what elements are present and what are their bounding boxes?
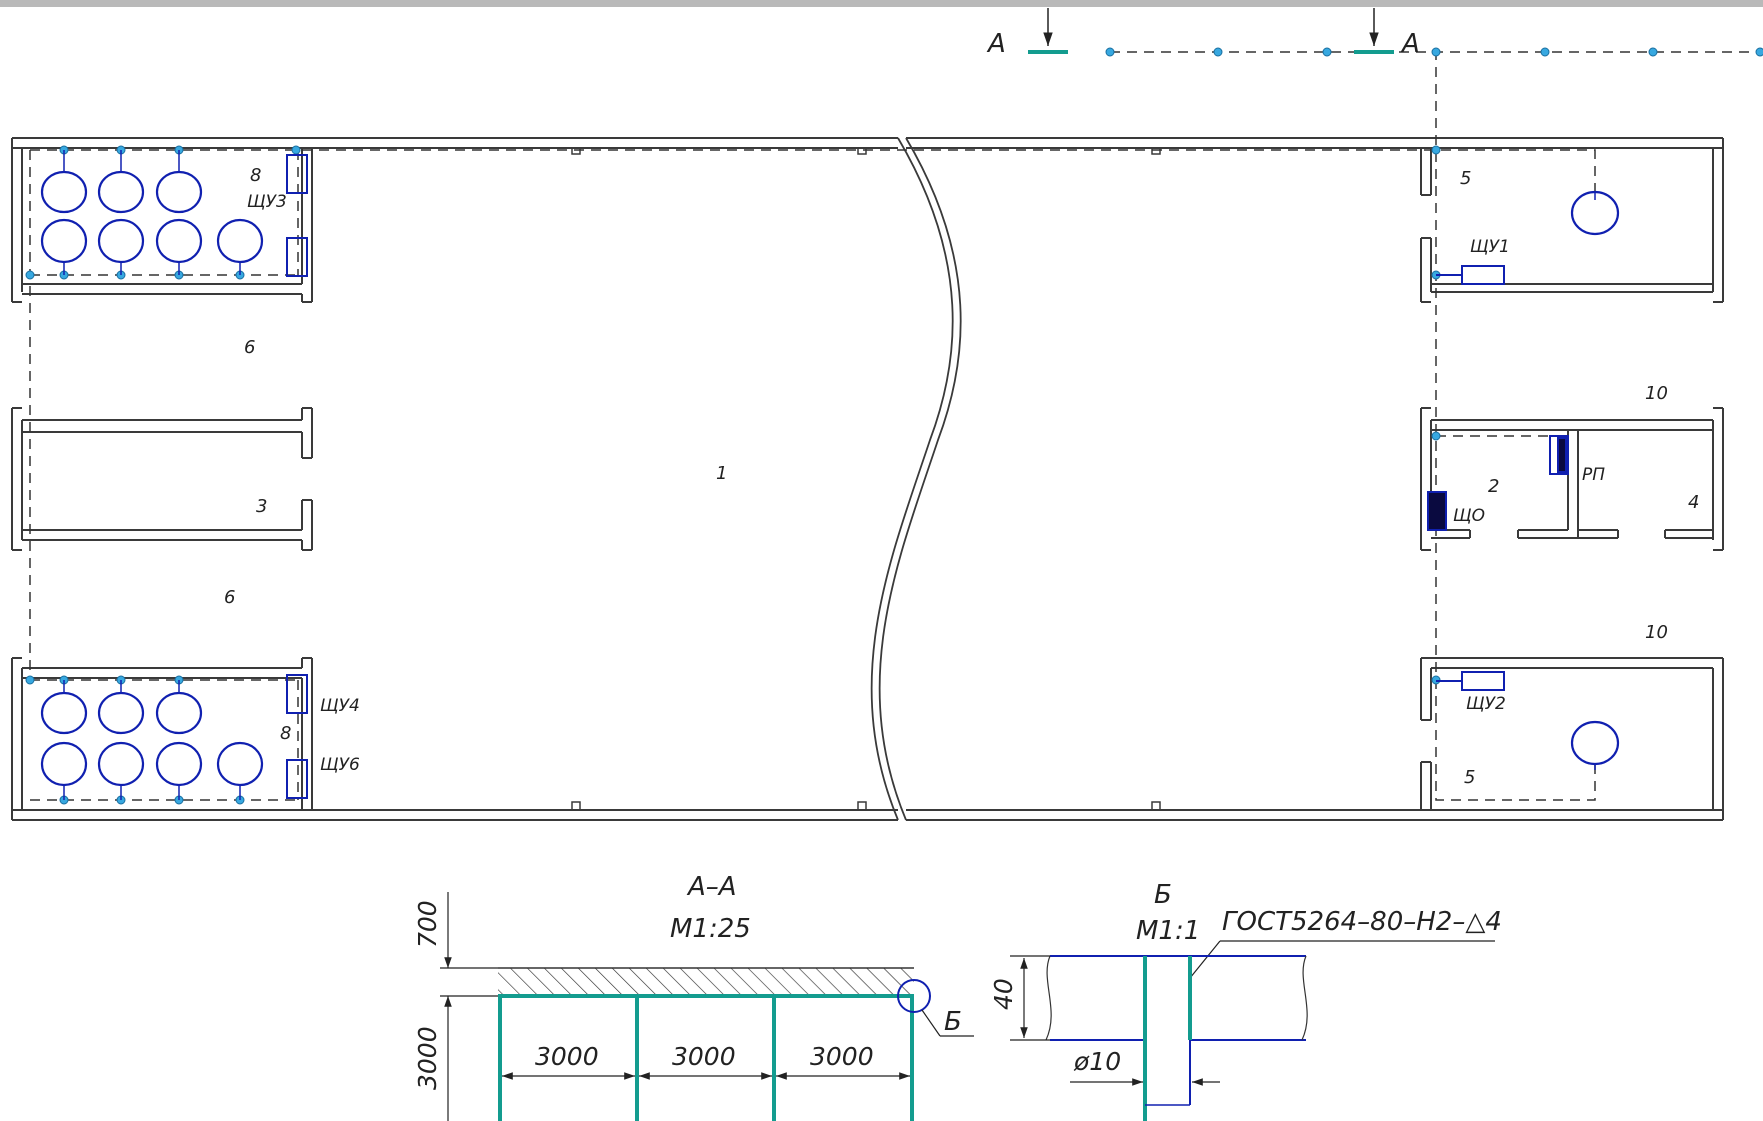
- building-walls: [11, 137, 1724, 821]
- right-room-walls: [1420, 148, 1713, 810]
- room-label-6-bottom: 6: [224, 587, 235, 608]
- panel-shu2: [1461, 671, 1505, 691]
- luminaire-icon: [1570, 190, 1620, 236]
- room-label-5-top: 5: [1460, 168, 1471, 189]
- section-aa-span-2: 3000: [672, 1042, 736, 1071]
- detail-b-diameter: ø10: [1073, 1047, 1121, 1076]
- panel-label-shu3: ЩУ3: [247, 192, 287, 212]
- break-line: [870, 137, 962, 821]
- detail-b-thickness: 40: [989, 978, 1018, 1010]
- section-aa-title: А–А: [686, 872, 737, 902]
- panel-shcho: [1427, 491, 1447, 531]
- luminaire-icon: [155, 170, 203, 214]
- room-labels: 1 2 3 4 5 5 6 6 8 8 10 10: [224, 165, 1699, 788]
- room-label-5-bottom: 5: [1464, 767, 1475, 788]
- room-label-10-top: 10: [1645, 383, 1668, 404]
- panel-label-rp: РП: [1582, 465, 1605, 485]
- room-label-8-top: 8: [250, 165, 261, 186]
- room-label-8-bottom: 8: [280, 723, 291, 744]
- panel-shu1: [1461, 265, 1505, 285]
- room-label-3: 3: [256, 496, 267, 517]
- section-aa: А–А М1:25 Б 700 3000 3000 3000 3000: [413, 872, 974, 1121]
- section-mark-left: А: [986, 29, 1006, 59]
- room-label-4: 4: [1688, 492, 1699, 513]
- luminaire-icon: [97, 170, 145, 214]
- luminaire-icon: [40, 741, 88, 787]
- section-cut-markers: А А: [986, 8, 1420, 59]
- panel-label-shcho: ЩО: [1453, 506, 1485, 526]
- panel-shu6: [286, 759, 308, 799]
- luminaire-icon: [40, 691, 88, 735]
- luminaire-icon: [216, 218, 264, 264]
- left-room-walls: [22, 148, 313, 810]
- section-aa-height-3000: 3000: [413, 1026, 442, 1090]
- window-marks: [70, 137, 1660, 821]
- luminaire-icon: [155, 218, 203, 264]
- panel-shu4: [286, 674, 308, 714]
- luminaire-icon: [97, 218, 145, 264]
- luminaire-icon: [155, 741, 203, 787]
- panel-label-shu6: ЩУ6: [320, 755, 360, 775]
- luminaire-icon: [155, 691, 203, 735]
- panel-shu3-lower: [286, 237, 308, 277]
- panel-shu3-upper: [286, 154, 308, 194]
- luminaire-icon: [40, 218, 88, 264]
- section-aa-height-700: 700: [413, 900, 442, 948]
- detail-b: Б М1:1 ГОСТ5264–80–Н2–△4 40 ø10: [989, 880, 1502, 1121]
- panel-label-shu4: ЩУ4: [320, 696, 360, 716]
- luminaires: [40, 170, 1620, 787]
- detail-b-weld-note: ГОСТ5264–80–Н2–△4: [1222, 907, 1502, 937]
- luminaire-icon: [97, 691, 145, 735]
- luminaire-icon: [216, 741, 264, 787]
- section-aa-callout: Б: [944, 1007, 962, 1037]
- detail-b-title: Б: [1154, 880, 1172, 910]
- room-label-10-bottom: 10: [1645, 622, 1668, 643]
- section-mark-right: А: [1400, 29, 1420, 59]
- room-label-6-top: 6: [244, 337, 255, 358]
- panel-label-shu2: ЩУ2: [1466, 694, 1506, 714]
- luminaire-icon: [40, 170, 88, 214]
- panel-label-shu1: ЩУ1: [1470, 237, 1510, 257]
- section-aa-span-3: 3000: [810, 1042, 874, 1071]
- viewer-top-bar: [0, 0, 1763, 7]
- room-label-1: 1: [716, 463, 727, 484]
- section-aa-span-1: 3000: [535, 1042, 599, 1071]
- section-aa-scale: М1:25: [670, 914, 751, 944]
- panel-rp: [1549, 435, 1569, 475]
- panel-boards: [286, 154, 1569, 799]
- luminaire-drops: [63, 150, 1596, 800]
- panel-labels: ЩУ3 ЩУ1 ЩУ2 ЩУ4 ЩУ6 РП ЩО: [247, 192, 1605, 775]
- detail-b-scale: М1:1: [1136, 916, 1200, 946]
- luminaire-icon: [1570, 720, 1620, 766]
- luminaire-icon: [97, 741, 145, 787]
- room-label-2: 2: [1488, 476, 1499, 497]
